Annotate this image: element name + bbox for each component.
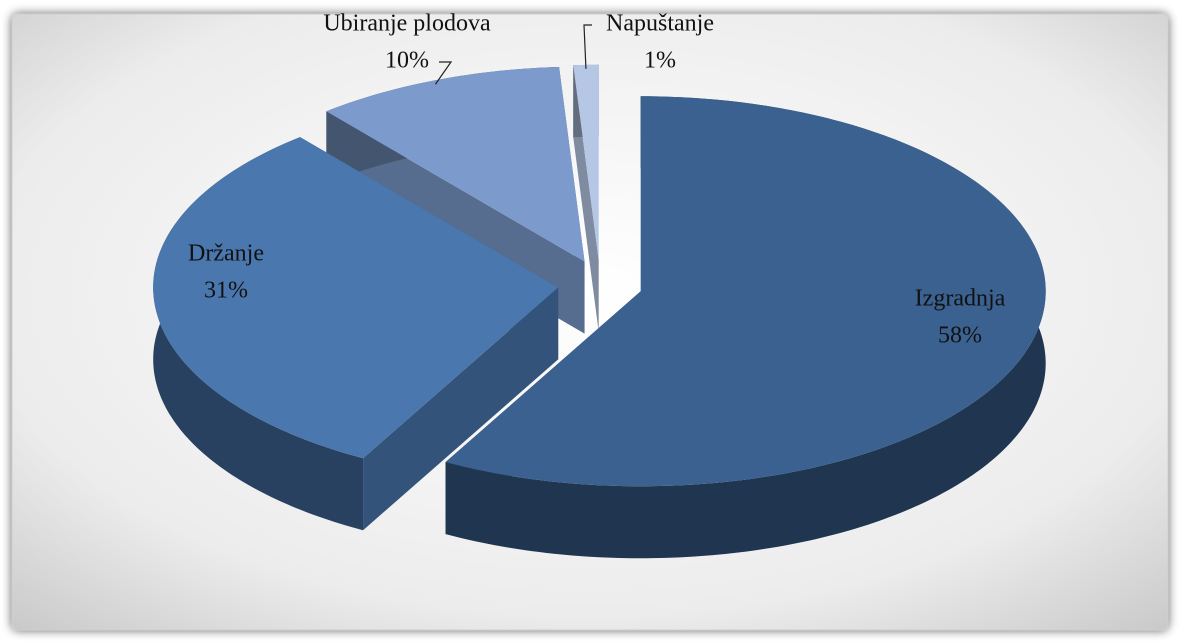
slice-top [573,64,599,260]
labels: Izgradnja 58% Držanje 31% Ubiranje plodova 10… [188,11,1006,349]
category-label: Izgradnja [915,286,1006,312]
pie [153,64,1046,559]
leader-line [583,24,592,69]
value-label: 1% [644,48,676,74]
slice [153,137,559,531]
slice-top [445,96,1046,487]
value-label: 58% [938,323,982,349]
slice-wall [445,96,1046,559]
category-label: Držanje [188,241,264,267]
leader-line [434,61,453,85]
slice [445,96,1046,559]
slice-top [153,137,559,459]
category-label: Ubiranje plodova [323,11,491,37]
category-label: Napuštanje [606,11,714,37]
slice-top [326,66,585,262]
value-label: 10% [385,48,429,74]
slice-side [363,287,559,531]
value-label: 31% [204,278,248,304]
slice [573,64,599,332]
